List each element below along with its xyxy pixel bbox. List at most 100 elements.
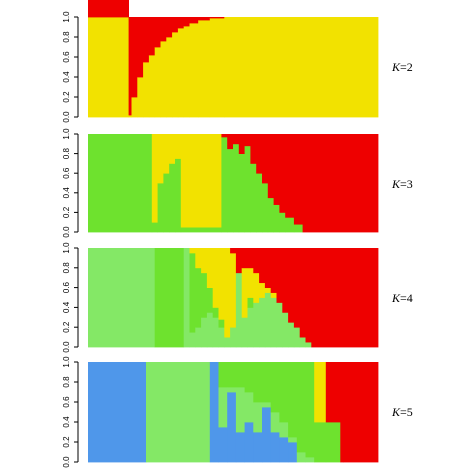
panel-k4-bar-24-segment-3 [311,248,379,348]
panel-k2-bar-14-segment-0 [209,18,225,118]
panel-k3-tick-label-3: 0.6 [62,167,71,179]
panel-k3-bar-8-segment-0 [227,148,234,233]
panel-k5-bar-17-segment-4 [343,362,379,463]
panel-k4-bar-4-segment-0 [195,327,202,348]
panel-k5-bar-10-segment-0 [279,437,289,463]
panel-k4-bar-6-segment-2 [206,248,214,288]
panel-k4-bar-15-segment-3 [259,248,266,284]
panel-k3-bar-4-segment-1 [169,134,176,164]
panel-k2-bar-10-segment-0 [177,28,185,118]
panel-k4-bar-16-segment-3 [264,248,272,288]
panel-k3-bar-0-segment-0 [88,134,153,233]
panel-k4-bar-3-segment-2 [189,248,196,254]
panel-k3-tick-label-0: 0.0 [62,226,71,238]
panel-k2-bar-11-segment-1 [183,17,190,27]
panel-k2-bar-0-segment-0 [88,17,129,118]
panel-k5-bar-6-segment-2 [244,362,254,393]
panel-k5-bar-8-segment-1 [262,402,272,408]
panel-k3-bar-11-segment-0 [244,145,251,233]
panel-k2-y-axis: 0.0 0.2 0.4 0.6 0.8 1.0 [62,11,79,123]
panel-k4-bar-13-segment-2 [247,267,254,298]
panel-k5-bar-13-segment-1 [305,457,315,463]
panel-k4-bar-18-segment-3 [276,248,283,303]
panel-k5-bar-1-segment-1 [146,362,211,463]
panel-k3-bar-7-segment-2 [221,134,228,138]
panel-k4-tick-label-4: 0.8 [62,262,71,274]
panel-k5-bar-14-segment-3 [314,362,327,423]
panel-k2-bar-12-segment-0 [189,23,199,118]
panel-k5-tick-label-3: 0.6 [62,396,71,408]
panel-k5-bar-6-segment-0 [244,422,254,463]
panel-k4-bar-23-segment-3 [305,248,312,343]
panel-k5-bar-5-segment-1 [235,387,245,433]
panel-k2-bar-8-segment-1 [166,17,173,38]
panel-k4-bar-8-segment-0 [218,327,225,348]
panel-k3-bar-3-segment-1 [163,134,170,174]
panel-k3-label: K=3 [391,177,413,191]
panel-k4-bars [88,248,379,348]
panel-k4-bar-0-segment-0 [88,248,156,348]
panel-k5-tick-label-1: 0.2 [62,436,71,448]
panel-k4-bar-14-segment-3 [253,248,260,274]
panel-k5-bar-8-segment-2 [262,362,272,403]
panel-k4-bar-21-segment-0 [293,327,301,348]
panel-k3-bar-14-segment-2 [262,134,269,184]
panel-k2-tick-label-4: 0.8 [62,31,71,43]
panel-k3-bar-13-segment-0 [256,173,263,233]
panel-k4-bar-5-segment-0 [201,317,208,348]
panel-k2-bar-2-segment-1 [131,17,138,98]
panel-k5-bar-4-segment-2 [227,362,237,388]
panel-k2-bar-9-segment-0 [172,32,179,118]
panel-k4-bar-19-segment-3 [282,248,289,313]
panel-k3-bar-17-segment-2 [279,134,286,213]
panel-k2-bar-3-segment-0 [137,77,144,118]
panel-k5-bar-0-segment-0 [88,362,147,463]
panel-k2: 0.0 0.2 0.4 0.6 0.8 1.0 K=2 [62,0,413,123]
panel-k3-bar-6-segment-0 [180,227,222,233]
panel-k4-bar-19-segment-0 [282,312,289,348]
panel-k4-tick-label-0: 0.0 [62,341,71,353]
panel-k3-bar-16-segment-0 [273,204,280,233]
panel-k4-bar-8-segment-1 [218,319,225,328]
panel-k5-tick-label-4: 0.8 [62,376,71,388]
panel-k5-bar-7-segment-2 [253,362,263,403]
panel-k3-bar-9-segment-0 [233,143,240,233]
panel-k4-bar-16-segment-0 [264,292,272,348]
panel-k4-bar-10-segment-0 [230,327,237,348]
panel-k2-bar-5-segment-0 [148,55,156,118]
panel-k5-label: K=5 [391,405,413,419]
panel-k5-label-k: K [391,405,401,419]
panel-k3-bar-20-segment-2 [302,134,379,233]
panel-k2-bar-13-segment-1 [198,17,211,21]
panel-k2-bar-3-segment-1 [137,17,144,78]
panel-k5-bar-14-segment-2 [314,422,327,463]
panel-k3: 0.0 0.2 0.4 0.6 0.8 1.0 K=3 [62,128,413,238]
panel-k2-bar-6-segment-1 [154,17,161,48]
panel-k2-bar-2-segment-0 [131,97,138,118]
panel-k4-bar-11-segment-3 [235,248,243,274]
panel-k4: 0.0 0.2 0.4 0.6 0.8 1.0 K=4 [62,242,413,353]
panel-k5-bar-15-segment-2 [325,422,341,463]
panel-k2-bar-4-segment-1 [143,17,150,63]
panel-k4-bar-7-segment-1 [212,307,219,318]
panel-k4-bar-15-segment-0 [259,297,266,348]
panel-k2-bar-1-segment-0 [128,115,132,118]
panel-k3-bar-18-segment-0 [285,217,295,233]
panel-k2-tick-label-3: 0.6 [62,51,71,63]
panel-k3-bar-1-segment-1 [151,134,158,223]
panel-k4-bar-17-segment-3 [270,248,277,293]
panel-k3-bar-11-segment-2 [244,134,251,147]
panel-k4-bar-6-segment-1 [206,287,214,313]
panel-k5-bar-9-segment-0 [270,432,280,463]
panel-k4-bar-11-segment-0 [235,272,243,348]
panel-k3-tick-label-5: 1.0 [62,128,71,140]
panel-k3-bar-6-segment-1 [180,134,222,228]
panel-k4-tick-label-1: 0.2 [62,321,71,333]
panel-k3-bars [88,134,379,233]
panel-k2-label-value: =2 [400,60,413,74]
panel-k2-label-k: K [391,60,401,74]
panel-k2-bar-13-segment-0 [198,20,211,118]
panel-k4-bar-7-segment-2 [212,248,219,308]
panel-k4-bar-5-segment-2 [201,248,208,274]
